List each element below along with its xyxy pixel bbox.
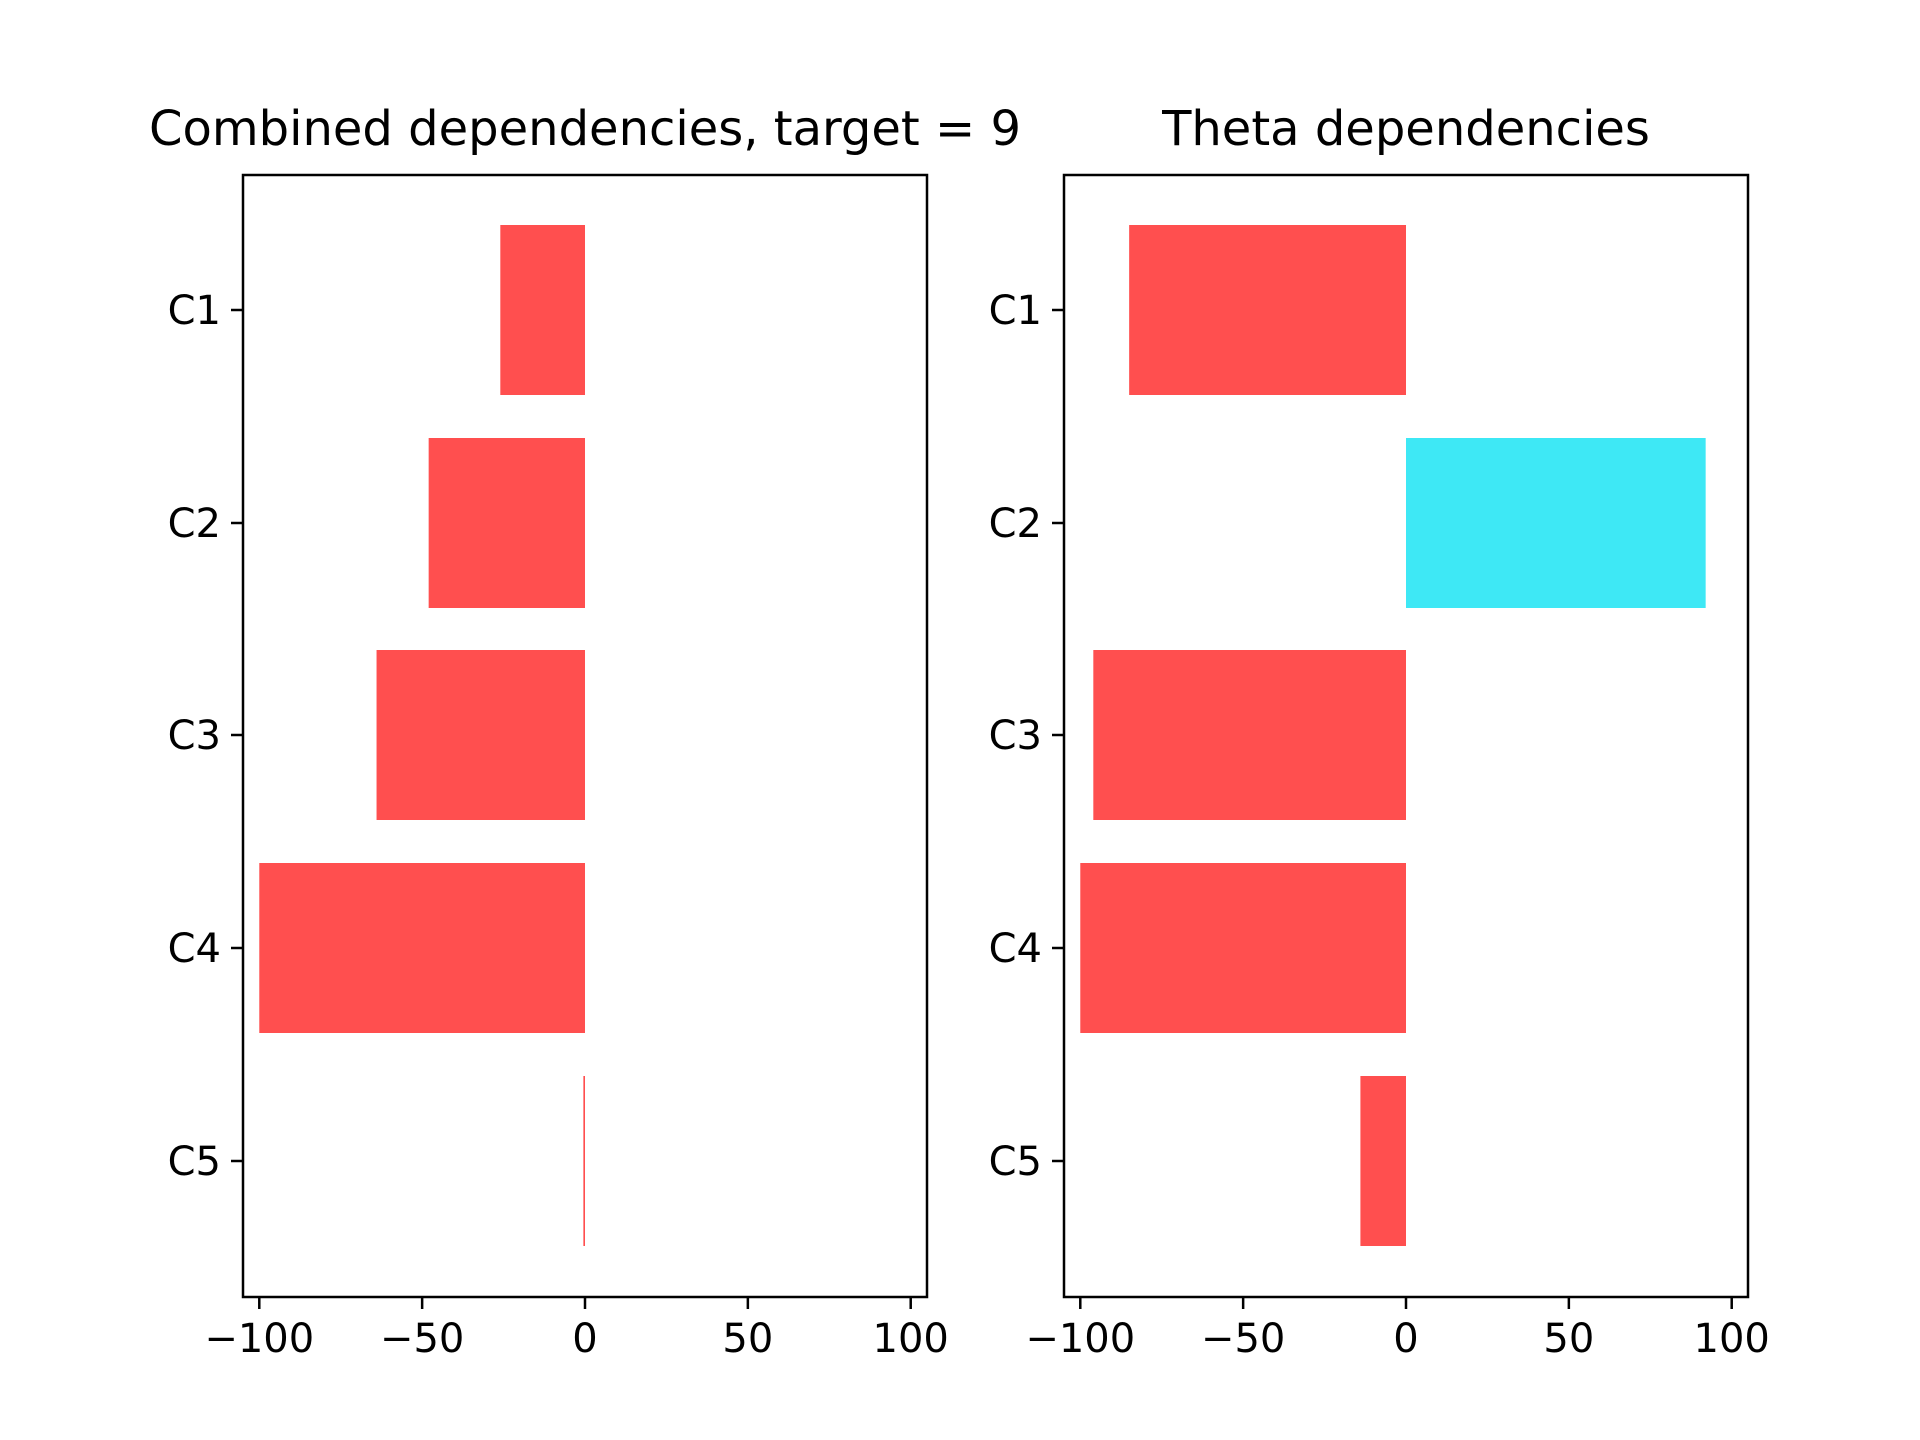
x-tick-label: 50 xyxy=(1543,1316,1594,1362)
bar-c1 xyxy=(500,225,585,395)
y-tick-label: C3 xyxy=(168,713,221,759)
bar-c4 xyxy=(1080,863,1406,1033)
y-tick-label: C1 xyxy=(168,288,221,334)
chart-title: Combined dependencies, target = 9 xyxy=(149,101,1021,157)
y-tick-label: C3 xyxy=(989,713,1042,759)
bar-c4 xyxy=(259,863,585,1033)
y-tick-label: C5 xyxy=(989,1139,1042,1185)
bar-c3 xyxy=(1093,650,1406,820)
x-tick-label: 0 xyxy=(1393,1316,1418,1362)
bar-c1 xyxy=(1129,225,1406,395)
bar-c5 xyxy=(1360,1076,1406,1246)
x-tick-label: 100 xyxy=(873,1316,949,1362)
y-tick-label: C2 xyxy=(989,501,1042,547)
y-tick-label: C4 xyxy=(989,926,1042,972)
bar-c2 xyxy=(1406,438,1706,608)
bar-c3 xyxy=(376,650,585,820)
bar-c5 xyxy=(583,1076,585,1246)
x-tick-label: −100 xyxy=(204,1316,314,1362)
y-tick-label: C5 xyxy=(168,1139,221,1185)
bar-c2 xyxy=(428,438,585,608)
chart-title: Theta dependencies xyxy=(1161,101,1650,157)
theta-dependencies-panel: Theta dependencies C1 C2 C3 C4 C5 −100 −50 0 50 1… xyxy=(989,101,1770,1362)
x-tick-label: −50 xyxy=(380,1316,464,1362)
y-tick-label: C1 xyxy=(989,288,1042,334)
y-tick-label: C2 xyxy=(168,501,221,547)
y-tick-label: C4 xyxy=(168,926,221,972)
x-tick-label: 50 xyxy=(722,1316,773,1362)
x-tick-label: −50 xyxy=(1201,1316,1285,1362)
combined-dependencies-panel: Combined dependencies, target = 9 C1 C2 C3… xyxy=(149,101,1021,1362)
x-tick-label: −100 xyxy=(1025,1316,1135,1362)
x-tick-label: 100 xyxy=(1694,1316,1770,1362)
x-tick-label: 0 xyxy=(572,1316,597,1362)
